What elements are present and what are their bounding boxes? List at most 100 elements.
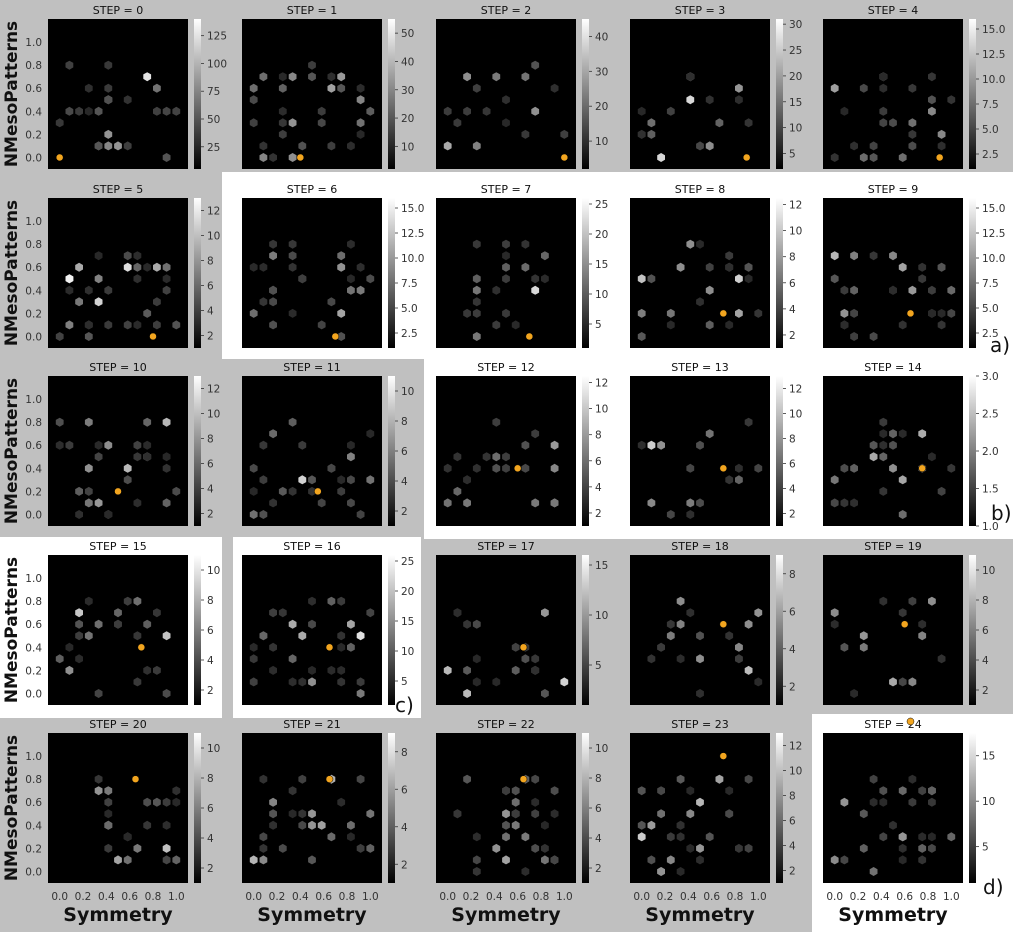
colorbar-tick-label: 2	[595, 863, 602, 875]
hexbin-cell	[143, 820, 152, 830]
hexbin-cell	[94, 689, 103, 698]
colorbar	[969, 19, 976, 169]
hexbin-cell	[347, 239, 355, 249]
hexbin-cell	[288, 308, 297, 318]
hexbin-cell	[918, 843, 927, 853]
hexbin-cell	[647, 274, 656, 284]
colorbar-tick-label: 10	[595, 404, 608, 416]
panel-title: STEP = 8	[675, 183, 726, 196]
hexbin-cell	[744, 417, 753, 427]
hexbin-cell	[560, 129, 569, 139]
hexbin-cell	[908, 141, 917, 151]
x-tick-label: 0.0	[439, 891, 456, 903]
hexbin-cell	[269, 809, 277, 819]
colorbar-tick-label: 10	[982, 796, 995, 808]
hexbin-cell	[259, 297, 268, 307]
colorbar-tick-label: 7.5	[982, 99, 999, 111]
hexbin-cell	[725, 809, 734, 819]
hexbin-cell	[898, 832, 907, 842]
hexbin-cell	[696, 654, 704, 664]
y-tick-label: 0.0	[25, 509, 42, 521]
y-tick-label: 0.8	[25, 239, 42, 251]
state-marker	[906, 717, 915, 726]
hexbin-cell	[104, 440, 113, 450]
colorbar-tick-label: 10	[207, 231, 220, 243]
colorbar-tick-label: 2	[789, 681, 796, 693]
hexbin-cell	[453, 452, 462, 462]
colorbar-tick-label: 2	[401, 506, 408, 518]
hexbin-cell	[898, 320, 907, 330]
hexbin-cell	[502, 832, 510, 842]
hexbin-cell	[550, 809, 559, 819]
hexbin-cell	[889, 440, 897, 450]
y-tick-label: 0.6	[25, 83, 42, 95]
hexbin-cell	[937, 141, 946, 151]
plot-area	[630, 555, 770, 705]
hexbin-cell	[308, 72, 316, 82]
hexbin-cell	[114, 619, 122, 629]
hexbin-cell	[472, 832, 481, 842]
hexbin-cell	[850, 251, 858, 261]
hexbin-cell	[269, 239, 277, 249]
hexbin-cell	[850, 141, 858, 151]
hexbin-cell	[143, 308, 152, 318]
hexbin-cell	[666, 619, 675, 629]
hexbin-cell	[735, 475, 743, 485]
colorbar-tick-label: 10	[595, 743, 608, 755]
y-tick-label: 0.2	[25, 665, 42, 677]
x-tick-label: 1.0	[362, 891, 379, 903]
hexbin-cell	[908, 774, 917, 784]
colorbar-tick-label: 15.0	[982, 203, 1005, 215]
y-tick-label: 1.0	[25, 573, 42, 585]
hexbin-cell	[918, 786, 927, 796]
colorbar-tick-label: 6	[789, 816, 796, 828]
plot-area	[630, 198, 770, 348]
hexbin-cell	[327, 72, 336, 82]
hexbin-cell	[162, 274, 171, 284]
hexbin-cell	[686, 239, 695, 249]
hexbin-cell	[898, 475, 907, 485]
colorbar-tick-label: 4	[207, 484, 214, 496]
hexbin-cell	[84, 463, 93, 473]
panel-title: STEP = 1	[287, 4, 338, 17]
colorbar	[969, 733, 976, 883]
x-tick-label: 0.0	[245, 891, 262, 903]
hexbin-cell	[754, 463, 763, 473]
colorbar-tick-label: 2.5	[982, 149, 999, 161]
hexbin-cell	[259, 153, 268, 162]
hexbin-cell	[696, 297, 704, 307]
hexbin-cell	[657, 153, 665, 162]
x-tick-label: 0.2	[463, 891, 480, 903]
hexbin-cell	[472, 332, 481, 341]
hexbin-cell	[908, 797, 917, 807]
hexbin-cell	[531, 498, 540, 508]
y-tick-label: 1.0	[25, 37, 42, 49]
hexbin-cell	[472, 867, 481, 876]
hexbin-cell	[443, 106, 452, 116]
state-marker	[719, 464, 728, 473]
y-axis-label: NMesoPatterns	[2, 557, 22, 703]
colorbar-tick-label: 5	[789, 148, 796, 160]
hexbin-cell	[898, 608, 907, 618]
hexbin-cell	[918, 855, 927, 865]
colorbar-tick-label: 6	[207, 281, 214, 293]
x-tick-label: 0.0	[51, 891, 68, 903]
hexbin-cell	[531, 274, 540, 284]
colorbar	[194, 19, 201, 169]
hexbin-cell	[705, 320, 714, 330]
hexbin-cell	[347, 440, 355, 450]
y-axis-label: NMesoPatterns	[2, 378, 22, 524]
hexbin-cell	[298, 809, 307, 819]
panel-title: STEP = 6	[287, 183, 338, 196]
colorbar-tick-label: 12	[789, 384, 802, 396]
y-tick-label: 0.2	[25, 129, 42, 141]
hexbin-cell	[840, 498, 849, 508]
hexbin-cell	[830, 153, 839, 162]
colorbar-tick-label: 8	[789, 434, 796, 446]
hexbin-cell	[637, 308, 646, 318]
hexbin-cell	[482, 452, 491, 462]
hexbin-cell	[443, 463, 452, 473]
hexbin-cell	[947, 463, 956, 473]
hexbin-cell	[317, 118, 326, 128]
hexbin-cell	[75, 486, 83, 496]
